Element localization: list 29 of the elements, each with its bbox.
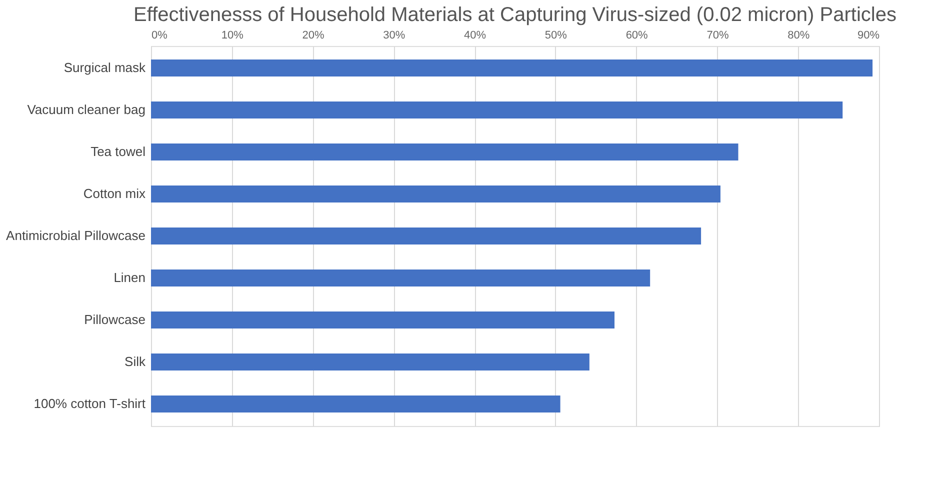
x-tick-label: 90% — [857, 30, 880, 42]
x-tick-label: 10% — [221, 30, 244, 42]
x-tick-label: 50% — [544, 30, 568, 42]
bar — [151, 186, 720, 203]
y-tick-label: Surgical mask — [64, 60, 146, 76]
y-tick-label: Vacuum cleaner bag — [27, 102, 146, 118]
x-tick-label: 60% — [626, 30, 648, 42]
y-tick-label: Linen — [114, 270, 146, 285]
bar — [151, 395, 560, 412]
x-tick-label: 80% — [788, 30, 810, 42]
bar — [151, 269, 650, 286]
x-tick-label: 30% — [383, 30, 406, 42]
bar — [151, 228, 702, 244]
chart-title: Effectivenesss of Household Materials at Capturing Virus-sized (0.02 micron) Particles — [134, 4, 896, 26]
bar — [151, 353, 590, 370]
bar — [151, 102, 843, 119]
y-tick-label: 100% cotton T-shirt — [34, 396, 146, 411]
x-tick-label: 0% — [152, 30, 168, 42]
y-tick-label: Tea towel — [90, 144, 146, 160]
y-tick-label: Antimicrobial Pillowcase — [6, 228, 146, 243]
y-tick-label: Cotton mix — [83, 186, 146, 202]
x-tick-label: 20% — [302, 30, 324, 42]
bar — [151, 144, 738, 161]
x-tick-label: 40% — [464, 30, 486, 42]
y-tick-label: Silk — [124, 354, 146, 369]
y-tick-label: Pillowcase — [84, 312, 146, 327]
x-tick-label: 70% — [706, 30, 729, 42]
bar — [151, 311, 614, 328]
bar — [151, 60, 873, 77]
